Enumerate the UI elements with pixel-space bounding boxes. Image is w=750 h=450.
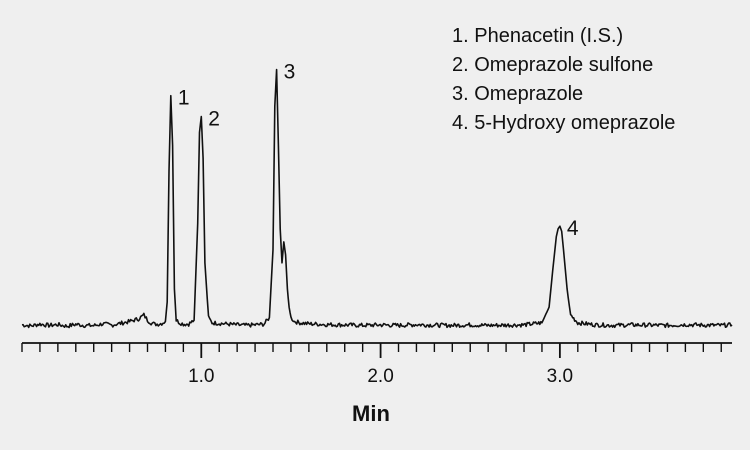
- x-axis-tick-labels: 1.0 2.0 3.0: [188, 366, 573, 387]
- plot-area: 12 3 4: [21, 61, 733, 329]
- x-axis: 1.0 2.0 3.0 Min: [21, 342, 732, 426]
- legend-item: 1. Phenacetin (I.S.): [452, 25, 623, 47]
- x-axis-ticks: [21, 343, 722, 358]
- x-tick-label: 1.0: [188, 366, 214, 387]
- legend-item: 2. Omeprazole sulfone: [452, 54, 653, 76]
- peak-label-2: 2: [208, 108, 220, 131]
- x-axis-label: Min: [352, 401, 390, 426]
- peak-label-1: 1: [178, 87, 190, 110]
- legend-item: 4. 5-Hydroxy omeprazole: [452, 112, 675, 134]
- legend: 1. Phenacetin (I.S.) 2. Omeprazole sulfon…: [452, 25, 675, 134]
- peak-label-3: 3: [284, 61, 296, 84]
- x-tick-label: 2.0: [367, 366, 393, 387]
- peak-labels: 12 3 4: [178, 61, 579, 241]
- chromatogram-trace: [21, 68, 733, 329]
- legend-item: 3. Omeprazole: [452, 83, 583, 105]
- peak-label-4: 4: [567, 217, 579, 240]
- x-tick-label: 3.0: [547, 366, 573, 387]
